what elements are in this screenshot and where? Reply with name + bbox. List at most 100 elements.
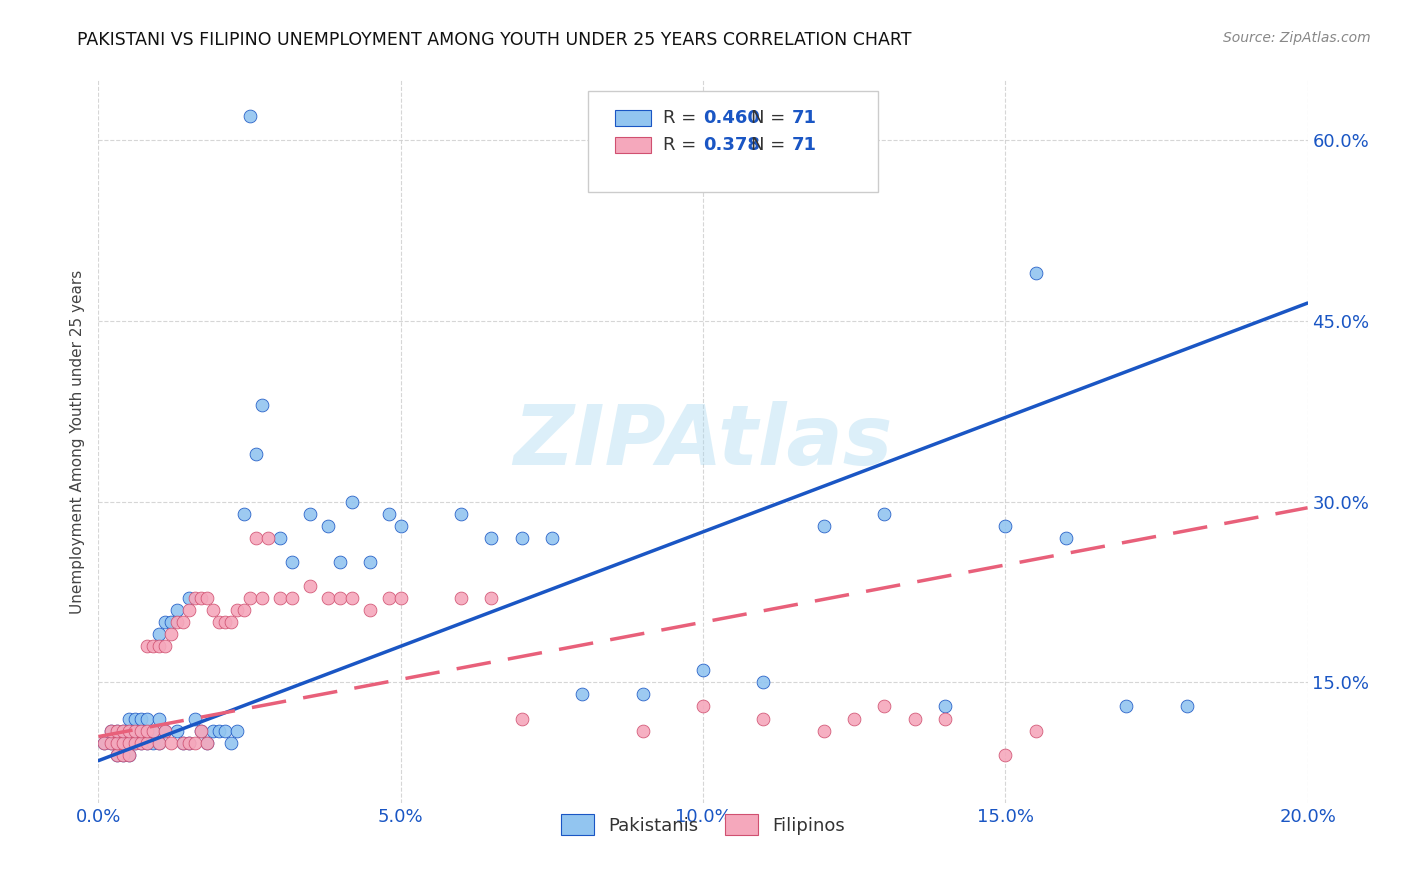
- Point: [269, 591, 291, 606]
- Point: [250, 398, 273, 412]
- Point: [195, 591, 218, 606]
- Point: [142, 735, 165, 749]
- Point: [813, 518, 835, 533]
- Point: [571, 687, 593, 701]
- Point: [214, 615, 236, 630]
- Point: [111, 735, 134, 749]
- Point: [184, 735, 207, 749]
- Point: [129, 735, 152, 749]
- Point: [195, 735, 218, 749]
- Point: [813, 723, 835, 738]
- Point: [904, 712, 927, 726]
- Point: [111, 735, 134, 749]
- Point: [377, 591, 399, 606]
- Point: [994, 747, 1017, 762]
- Point: [105, 735, 128, 749]
- Text: R =: R =: [664, 109, 702, 127]
- Point: [316, 591, 339, 606]
- Point: [450, 591, 472, 606]
- Point: [481, 531, 503, 545]
- Point: [1054, 531, 1077, 545]
- Point: [148, 735, 170, 749]
- Legend: Pakistanis, Filipinos: Pakistanis, Filipinos: [553, 805, 853, 845]
- Point: [226, 603, 249, 617]
- Point: [994, 518, 1017, 533]
- Point: [124, 723, 146, 738]
- Point: [153, 723, 176, 738]
- Text: N =: N =: [751, 136, 792, 153]
- FancyBboxPatch shape: [588, 91, 879, 193]
- Point: [226, 723, 249, 738]
- Point: [148, 712, 170, 726]
- Point: [111, 723, 134, 738]
- Text: 71: 71: [792, 136, 817, 153]
- Point: [202, 603, 225, 617]
- Point: [239, 109, 262, 123]
- Point: [179, 735, 201, 749]
- Point: [124, 723, 146, 738]
- Point: [166, 603, 188, 617]
- Point: [245, 446, 267, 460]
- Point: [172, 735, 194, 749]
- Point: [510, 531, 533, 545]
- Point: [208, 615, 231, 630]
- Point: [118, 723, 141, 738]
- Point: [692, 699, 714, 714]
- Point: [179, 591, 201, 606]
- Point: [221, 615, 243, 630]
- Point: [118, 712, 141, 726]
- Point: [389, 591, 412, 606]
- Point: [124, 735, 146, 749]
- Point: [510, 712, 533, 726]
- Point: [100, 735, 122, 749]
- Point: [111, 723, 134, 738]
- Point: [179, 603, 201, 617]
- Point: [124, 735, 146, 749]
- Point: [934, 712, 956, 726]
- Point: [124, 712, 146, 726]
- Text: N =: N =: [751, 109, 792, 127]
- Point: [129, 723, 152, 738]
- Point: [256, 531, 278, 545]
- Point: [135, 712, 157, 726]
- Point: [160, 615, 183, 630]
- Point: [281, 555, 304, 569]
- Point: [105, 747, 128, 762]
- Point: [105, 723, 128, 738]
- Point: [142, 723, 165, 738]
- Point: [118, 723, 141, 738]
- Point: [142, 723, 165, 738]
- Point: [481, 591, 503, 606]
- Point: [100, 735, 122, 749]
- Point: [377, 507, 399, 521]
- Point: [179, 735, 201, 749]
- Point: [100, 723, 122, 738]
- Point: [135, 735, 157, 749]
- Point: [166, 723, 188, 738]
- Point: [148, 639, 170, 653]
- Point: [172, 615, 194, 630]
- Point: [105, 723, 128, 738]
- Point: [105, 735, 128, 749]
- Text: 71: 71: [792, 109, 817, 127]
- Point: [316, 518, 339, 533]
- Point: [873, 699, 896, 714]
- Y-axis label: Unemployment Among Youth under 25 years: Unemployment Among Youth under 25 years: [69, 269, 84, 614]
- Text: 0.378: 0.378: [703, 136, 761, 153]
- Point: [142, 639, 165, 653]
- Point: [752, 712, 775, 726]
- Point: [118, 747, 141, 762]
- Point: [232, 603, 254, 617]
- Point: [389, 518, 412, 533]
- Point: [299, 507, 322, 521]
- Point: [160, 735, 183, 749]
- Point: [118, 747, 141, 762]
- Point: [129, 712, 152, 726]
- Point: [190, 723, 212, 738]
- Point: [105, 747, 128, 762]
- Point: [148, 735, 170, 749]
- Point: [250, 591, 273, 606]
- Point: [1024, 266, 1046, 280]
- Point: [245, 531, 267, 545]
- Text: ZIPAtlas: ZIPAtlas: [513, 401, 893, 482]
